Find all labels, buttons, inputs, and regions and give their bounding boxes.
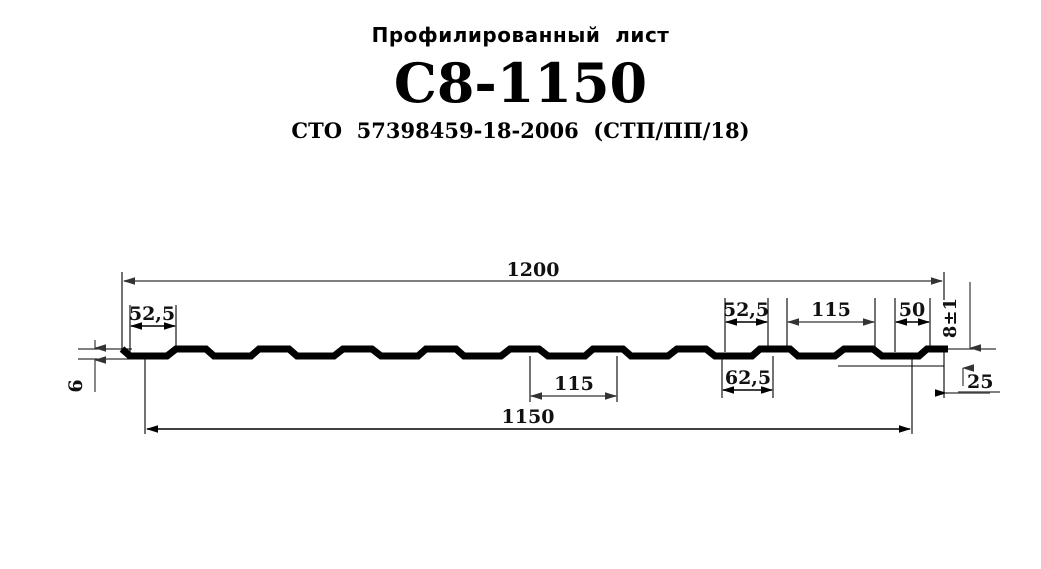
title-block: Профилированный лист С8-1150 СТО 5739845… [0, 22, 1041, 144]
dimension-label-25: 25 [967, 371, 993, 393]
dimension-label-left-52-5: 52,5 [129, 303, 175, 325]
drawing-subtitle: Профилированный лист [371, 23, 670, 47]
drawing-product-code: С8-1150 [393, 51, 648, 115]
dimension-right-rib-top: 52,5 [723, 298, 769, 352]
dimension-label-1200: 1200 [507, 259, 560, 281]
dimension-overall-width-bottom: 1150 [144, 356, 913, 434]
dimension-label-50: 50 [899, 299, 925, 321]
dimension-left-flange: 52,5 [129, 303, 177, 352]
drawing-standard-reference: СТО 57398459-18-2006 (СТП/ПП/18) [291, 118, 750, 143]
dimension-label-center-115: 115 [554, 373, 594, 395]
dimension-label-right-52-5: 52,5 [723, 299, 769, 321]
dimension-profile-height: 8±1 [940, 282, 996, 352]
dimension-overall-width-top: 1200 [121, 259, 945, 352]
dimension-label-62-5: 62,5 [725, 367, 771, 389]
dimension-label-right-115: 115 [811, 299, 851, 321]
dimension-center-pitch: 115 [529, 356, 618, 402]
dimension-end-flange: 50 [894, 298, 931, 352]
dimension-label-6: 6 [65, 379, 87, 392]
dimension-right-pitch: 115 [786, 298, 876, 352]
corrugation-profile-path [119, 345, 948, 360]
sheet-profile-geometry [119, 345, 948, 360]
dimension-label-8-plus-minus-1: 8±1 [940, 298, 961, 338]
dimension-left-height: 6 [65, 340, 132, 393]
dimension-end-detail: 25 [838, 349, 1000, 398]
dimension-label-1150: 1150 [502, 406, 555, 428]
dimension-right-rib-bottom: 62,5 [721, 356, 774, 398]
